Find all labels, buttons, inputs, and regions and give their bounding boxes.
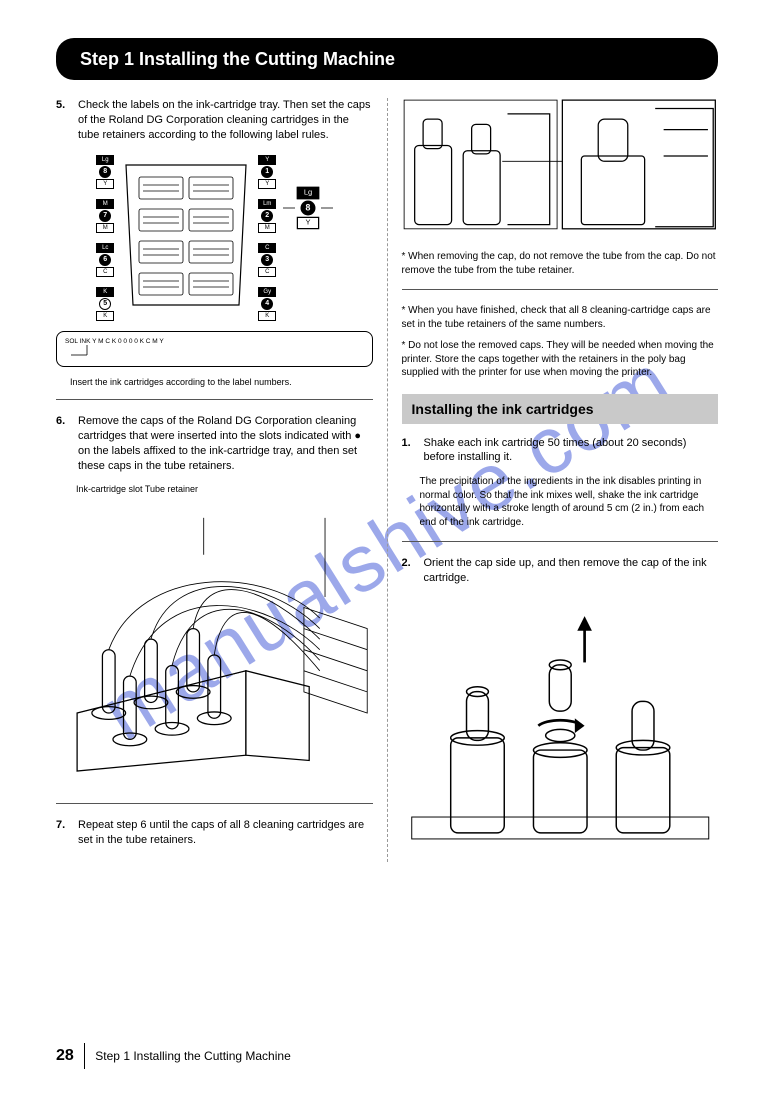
page-footer: 28 Step 1 Installing the Cutting Machine: [56, 1043, 291, 1069]
step-number: 1.: [402, 436, 416, 466]
footer-label: Step 1 Installing the Cutting Machine: [95, 1049, 290, 1063]
step-2-right: 2. Orient the cap side up, and then remo…: [402, 556, 719, 586]
note-3: * Do not lose the removed caps. They wil…: [402, 339, 719, 380]
step-number: 5.: [56, 98, 70, 143]
footer-bar: [84, 1043, 86, 1069]
step-5: 5. Check the labels on the ink-cartridge…: [56, 98, 373, 143]
step-number: 6.: [56, 414, 70, 473]
page: Step 1 Installing the Cutting Machine 5.…: [0, 0, 774, 890]
label-caption: Insert the ink cartridges according to t…: [56, 377, 373, 387]
step-number: 7.: [56, 818, 70, 848]
divider: [56, 399, 373, 400]
divider: [402, 289, 719, 290]
cap-closeup-figure: [402, 98, 719, 235]
tag-callout: Lg8Y: [283, 191, 333, 225]
note-1: * When removing the cap, do not remove t…: [402, 250, 719, 277]
divider: [402, 541, 719, 542]
step-text: Orient the cap side up, and then remove …: [424, 556, 719, 586]
two-column-layout: 5. Check the labels on the ink-cartridge…: [56, 98, 718, 862]
divider: [56, 803, 373, 804]
step-7: 7. Repeat step 6 until the caps of all 8…: [56, 818, 373, 848]
figure-caption-row: Ink-cartridge slot Tube retainer: [56, 484, 373, 494]
cartridge-label-frame: SOL INK Y M C K 0 0 0 0 K C M Y: [56, 331, 373, 368]
step-text: Repeat step 6 until the caps of all 8 cl…: [78, 818, 373, 848]
step-6: 6. Remove the caps of the Roland DG Corp…: [56, 414, 373, 473]
tube-retainer-figure: [56, 502, 373, 776]
left-column: 5. Check the labels on the ink-cartridge…: [56, 98, 387, 862]
step-text: Check the labels on the ink-cartridge tr…: [78, 98, 373, 143]
right-column: * When removing the cap, do not remove t…: [388, 98, 719, 862]
tray-svg: [121, 155, 251, 315]
page-number: 28: [56, 1047, 74, 1065]
shake-caution: The precipitation of the ingredients in …: [402, 475, 719, 529]
remove-cap-figure: [402, 604, 719, 847]
section-title: Installing the ink cartridges: [402, 394, 719, 424]
chapter-header: Step 1 Installing the Cutting Machine: [56, 38, 718, 80]
cartridge-tray-diagram: Lg8Y M7M Lc6C K5K: [56, 155, 373, 321]
step-text: Remove the caps of the Roland DG Corpora…: [78, 414, 373, 473]
chapter-title: Step 1 Installing the Cutting Machine: [80, 49, 395, 70]
step-text: Shake each ink cartridge 50 times (about…: [424, 436, 719, 466]
caption: Ink-cartridge slot Tube retainer: [76, 484, 198, 494]
label-row: SOL INK Y M C K 0 0 0 0 K C M Y: [65, 338, 364, 346]
note-2: * When you have finished, check that all…: [402, 304, 719, 331]
tag-column-right: Y1Y Lm2M C3C Gy4K: [257, 155, 277, 321]
label-pointer: [65, 345, 364, 359]
step-number: 2.: [402, 556, 416, 586]
tag-column-left: Lg8Y M7M Lc6C K5K: [95, 155, 115, 321]
step-1-right: 1. Shake each ink cartridge 50 times (ab…: [402, 436, 719, 466]
